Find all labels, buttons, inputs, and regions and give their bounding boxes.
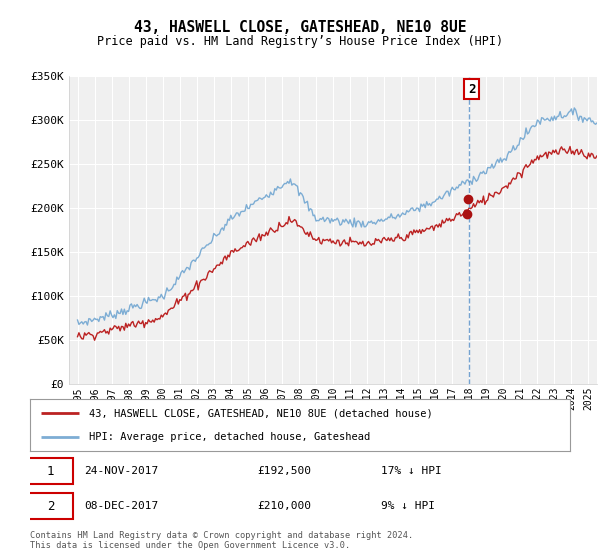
Text: 2: 2: [47, 500, 54, 512]
Text: Contains HM Land Registry data © Crown copyright and database right 2024.
This d: Contains HM Land Registry data © Crown c…: [30, 531, 413, 550]
Text: 08-DEC-2017: 08-DEC-2017: [84, 501, 158, 511]
Text: 9% ↓ HPI: 9% ↓ HPI: [381, 501, 435, 511]
Text: 43, HASWELL CLOSE, GATESHEAD, NE10 8UE (detached house): 43, HASWELL CLOSE, GATESHEAD, NE10 8UE (…: [89, 408, 433, 418]
Text: £210,000: £210,000: [257, 501, 311, 511]
Text: £192,500: £192,500: [257, 466, 311, 476]
Text: 2: 2: [468, 83, 476, 96]
FancyBboxPatch shape: [28, 458, 73, 484]
FancyBboxPatch shape: [28, 493, 73, 520]
Text: 24-NOV-2017: 24-NOV-2017: [84, 466, 158, 476]
Text: 1: 1: [47, 465, 54, 478]
Text: 43, HASWELL CLOSE, GATESHEAD, NE10 8UE: 43, HASWELL CLOSE, GATESHEAD, NE10 8UE: [134, 20, 466, 35]
Text: HPI: Average price, detached house, Gateshead: HPI: Average price, detached house, Gate…: [89, 432, 371, 442]
Text: 17% ↓ HPI: 17% ↓ HPI: [381, 466, 442, 476]
Text: Price paid vs. HM Land Registry’s House Price Index (HPI): Price paid vs. HM Land Registry’s House …: [97, 35, 503, 48]
